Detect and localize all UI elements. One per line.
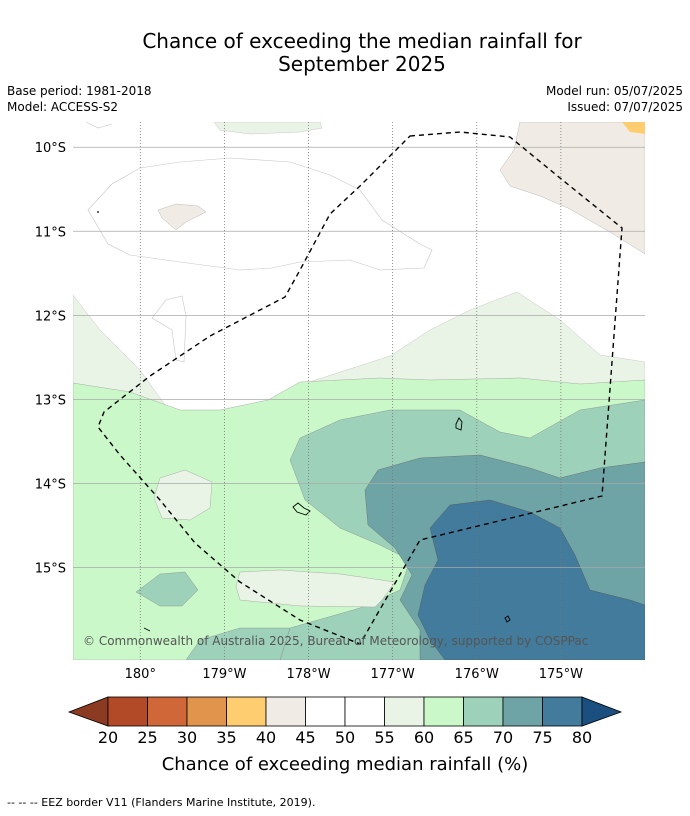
chart-title: Chance of exceeding the median rainfall … — [0, 30, 690, 76]
colorbar-tick-label: 30 — [177, 728, 197, 747]
colorbar-label: Chance of exceeding median rainfall (%) — [162, 754, 529, 775]
colorbar-cell — [423, 696, 464, 727]
colorbar-cell — [344, 696, 385, 727]
x-axis-ticks: 180° 179°W 178°W 177°W 176°W 175°W — [125, 667, 583, 682]
colorbar-cells — [107, 696, 583, 727]
x-tick-label: 178°W — [286, 667, 330, 682]
meta-left: Base period: 1981-2018 Model: ACCESS-S2 — [7, 83, 152, 115]
y-tick-label: 14°S — [35, 477, 66, 492]
y-axis-ticks: 10°S 11°S 12°S 13°S 14°S 15°S — [35, 141, 66, 576]
x-tick-label: 177°W — [371, 667, 415, 682]
colorbar-tick-label: 50 — [335, 728, 355, 747]
colorbar-cell — [107, 696, 148, 727]
model-run-text: Model run: 05/07/2025 — [545, 84, 683, 98]
region-40-45-patch — [157, 203, 207, 231]
colorbar-cell — [542, 696, 583, 727]
x-tick-label: 180° — [125, 667, 156, 682]
colorbar: 20 25 30 35 40 45 50 55 60 65 70 75 80 Chance of exc… — [67, 696, 623, 775]
copyright-text: © Commonwealth of Australia 2025, Bureau… — [83, 634, 588, 648]
contour-top — [213, 122, 323, 135]
island-east — [455, 417, 463, 431]
region-55-60-patch-west — [153, 469, 213, 521]
title-line-2: September 2025 — [278, 52, 446, 76]
gridlines — [73, 122, 645, 660]
colorbar-cell — [147, 696, 188, 727]
colorbar-tick-label: 35 — [216, 728, 236, 747]
map-area: © Commonwealth of Australia 2025, Bureau… — [73, 122, 645, 660]
x-tick-label: 176°W — [455, 667, 499, 682]
islet-north — [97, 211, 99, 213]
colorbar-cell — [502, 696, 543, 727]
colorbar-tick-label: 25 — [137, 728, 157, 747]
contour-top-left — [85, 122, 113, 129]
x-tick-label: 175°W — [539, 667, 583, 682]
region-65-70-patch-bottom — [185, 627, 291, 660]
colorbar-cell — [384, 696, 425, 727]
island-west — [292, 502, 311, 516]
footer-note: -- -- -- EEZ border V11 (Flanders Marine… — [7, 796, 316, 809]
colorbar-under-arrow — [67, 696, 109, 727]
colorbar-tick-label: 60 — [414, 728, 434, 747]
x-tick-label: 179°W — [202, 667, 246, 682]
colorbar-tick-label: 40 — [256, 728, 276, 747]
title-line-1: Chance of exceeding the median rainfall … — [142, 29, 582, 53]
island-south — [504, 615, 511, 623]
issued-text: Issued: 07/07/2025 — [567, 100, 683, 114]
region-35-40-corner — [622, 122, 645, 134]
region-55-60-patch-south — [235, 569, 396, 608]
reef-mark — [143, 627, 151, 632]
colorbar-cell — [265, 696, 306, 727]
colorbar-over-arrow — [581, 696, 623, 727]
y-tick-label: 10°S — [35, 141, 66, 156]
colorbar-tick-label: 55 — [374, 728, 394, 747]
colorbar-ticks: 20 25 30 35 40 45 50 55 60 65 70 75 80 — [98, 728, 592, 747]
eez-border — [97, 131, 623, 645]
colorbar-tick-label: 20 — [98, 728, 118, 747]
region-75-80 — [417, 499, 645, 660]
contour-loop — [151, 295, 187, 363]
model-text: Model: ACCESS-S2 — [7, 100, 119, 114]
colorbar-tick-label: 45 — [295, 728, 315, 747]
colorbar-cell — [463, 696, 504, 727]
y-tick-label: 13°S — [35, 393, 66, 408]
y-tick-label: 15°S — [35, 562, 66, 577]
colorbar-tick-label: 80 — [572, 728, 592, 747]
colorbar-tick-label: 65 — [453, 728, 473, 747]
colorbar-cell — [305, 696, 346, 727]
y-tick-label: 11°S — [35, 225, 66, 240]
colorbar-tick-label: 70 — [493, 728, 513, 747]
colorbar-cell — [226, 696, 267, 727]
colorbar-tick-label: 75 — [532, 728, 552, 747]
colorbar-cell — [186, 696, 227, 727]
meta-right: Model run: 05/07/2025 Issued: 07/07/2025 — [546, 83, 683, 115]
region-65-70-patch-west — [135, 571, 199, 607]
base-period-text: Base period: 1981-2018 — [7, 84, 152, 98]
y-tick-label: 12°S — [35, 309, 66, 324]
contour-upper — [87, 157, 433, 271]
